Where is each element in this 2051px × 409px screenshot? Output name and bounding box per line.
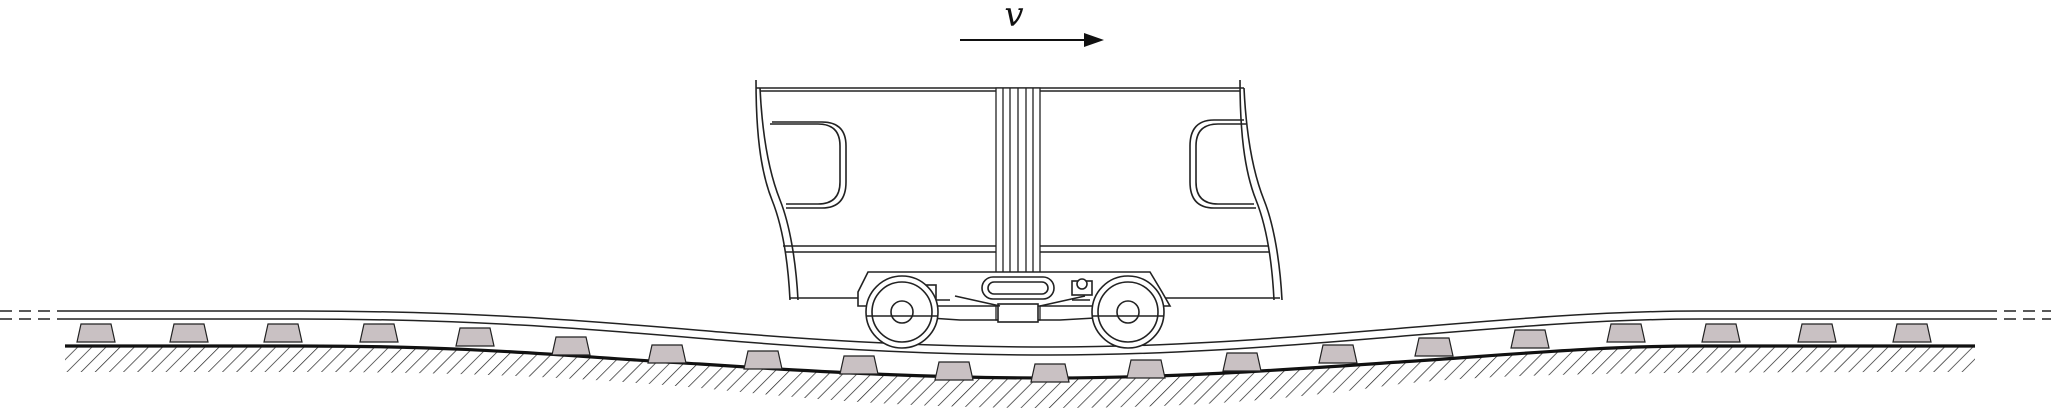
sleeper <box>647 344 687 364</box>
rail <box>0 310 2051 356</box>
sleeper <box>1318 344 1358 364</box>
sleeper <box>1701 323 1741 343</box>
sleeper <box>1126 359 1166 379</box>
sleeper <box>1414 337 1454 357</box>
sleeper <box>1222 352 1262 372</box>
sleeper <box>743 350 783 370</box>
wheel-icon <box>865 275 939 349</box>
sleeper <box>934 361 974 381</box>
ground <box>65 344 1975 408</box>
sleeper <box>839 355 879 375</box>
sleeper <box>359 323 399 343</box>
sleeper <box>1510 329 1550 349</box>
sleeper <box>1892 323 1932 343</box>
sleeper <box>1797 323 1837 343</box>
wagon-body <box>755 79 1283 301</box>
wheel-icon <box>1091 275 1165 349</box>
sleeper <box>1606 323 1646 343</box>
arrow-right-icon <box>960 33 1104 47</box>
sleeper <box>263 323 303 343</box>
velocity-label: v <box>1004 0 1023 35</box>
sleeper <box>551 336 591 356</box>
sleeper <box>169 323 209 343</box>
sleeper <box>76 323 116 343</box>
sleeper <box>455 327 495 347</box>
sleeper <box>1030 363 1070 383</box>
sleepers <box>76 323 1932 383</box>
